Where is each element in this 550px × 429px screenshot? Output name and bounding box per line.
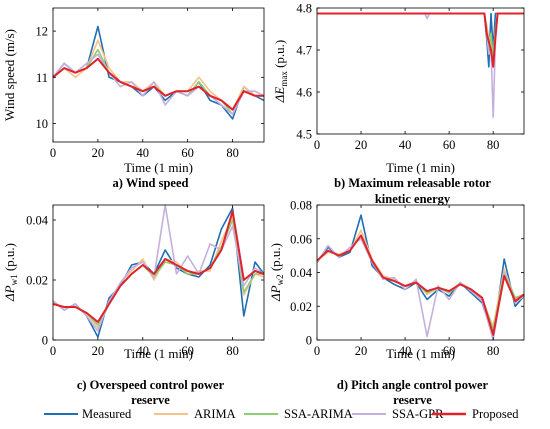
panel-caption: c) Overspeed control power — [77, 378, 225, 392]
x-tick-label: 0 — [314, 344, 320, 358]
y-axis-label: ΔPw1 (p.u.) — [2, 243, 19, 302]
series-line-proposed — [52, 210, 265, 323]
series-line-ssa-gpr — [316, 238, 525, 341]
panel-caption: b) Maximum releasable rotor — [334, 176, 491, 190]
panel-pitch-angle-reserve: 0 20 40 60 80 0 0.02 0.04 0.06 0.08 Time (1 min) ΔP… — [268, 199, 525, 407]
panel-caption: a) Wind speed — [113, 176, 189, 190]
y-tick-label: 0.06 — [290, 232, 312, 246]
panel-caption: reserve — [393, 393, 432, 407]
y-tick-label: 0 — [306, 334, 312, 348]
y-tick-label: 0 — [42, 334, 48, 348]
y-tick-label: 10 — [36, 117, 49, 131]
series-line-proposed — [52, 57, 264, 111]
y-axis-label: ΔPw2 (p.u.) — [268, 243, 285, 302]
legend-label-measured: Measured — [82, 407, 132, 421]
x-tick-label: 0 — [50, 344, 56, 358]
axes-frame — [52, 7, 265, 143]
series-line-measured — [52, 25, 265, 120]
x-tick-label: 40 — [399, 344, 412, 358]
x-tick-label: 60 — [181, 146, 194, 160]
series-line-proposed — [317, 12, 524, 68]
axes-frame — [316, 7, 525, 135]
x-tick-label: 20 — [92, 146, 105, 160]
x-tick-label: 0 — [314, 138, 320, 152]
x-tick-label: 20 — [92, 344, 105, 358]
series-line-ssa-gpr — [52, 53, 265, 116]
legend: Measured ARIMA SSA-ARIMA SSA-GPR Proposed — [44, 407, 519, 421]
x-axis-label: Time (1 min) — [386, 346, 455, 361]
x-tick-label: 20 — [355, 138, 368, 152]
y-tick-label: 12 — [36, 25, 49, 39]
axes-frame — [52, 204, 265, 341]
x-tick-label: 80 — [226, 146, 239, 160]
y-axis-label: Wind speed (m/s) — [2, 29, 17, 121]
series-line-ssa-arima — [52, 48, 264, 116]
series-line-measured — [316, 214, 525, 338]
y-tick-label: 0.02 — [26, 274, 48, 288]
series-line-ssa-gpr — [52, 204, 265, 332]
y-tick-label: 4.5 — [296, 128, 312, 142]
legend-label-ssa-arima: SSA-ARIMA — [284, 407, 353, 421]
x-tick-label: 60 — [181, 344, 194, 358]
x-tick-label: 40 — [399, 138, 412, 152]
panel-caption: d) Pitch angle control power — [337, 378, 489, 392]
x-tick-label: 80 — [487, 344, 500, 358]
x-tick-label: 60 — [443, 344, 456, 358]
series-line-arima — [52, 39, 264, 111]
x-tick-label: 40 — [137, 146, 150, 160]
y-axis-label: ΔEmax (p.u.) — [272, 40, 289, 104]
y-tick-label: 0.02 — [290, 300, 312, 314]
y-tick-label: 11 — [36, 71, 48, 85]
x-axis-label: Time (1 min) — [124, 346, 193, 361]
legend-label-arima: ARIMA — [194, 407, 236, 421]
x-tick-label: 20 — [355, 344, 368, 358]
x-axis-label: Time (1 min) — [386, 160, 455, 175]
x-tick-label: 0 — [50, 146, 56, 160]
y-tick-label: 4.6 — [296, 86, 312, 100]
legend-label-ssa-gpr: SSA-GPR — [392, 407, 444, 421]
x-axis-label: Time (1 min) — [124, 160, 193, 175]
y-tick-label: 0.08 — [290, 199, 312, 213]
x-tick-label: 40 — [137, 344, 150, 358]
x-tick-label: 80 — [226, 344, 239, 358]
series-line-arima — [316, 229, 525, 328]
y-tick-label: 0.04 — [290, 266, 313, 280]
x-tick-label: 60 — [443, 138, 456, 152]
y-tick-label: 4.8 — [296, 2, 312, 16]
panel-caption: reserve — [131, 393, 170, 407]
panel-caption: kinetic energy — [375, 192, 451, 206]
y-tick-label: 4.7 — [296, 44, 312, 58]
panel-wind-speed: 0 20 40 60 80 10 11 12 Time (1 min) Wind speed (m… — [2, 7, 265, 190]
x-tick-label: 80 — [487, 138, 500, 152]
panel-overspeed-reserve: 0 20 40 60 80 0 0.02 0.04 Time (1 min) ΔPw1 (p.u.… — [2, 204, 265, 407]
legend-label-proposed: Proposed — [472, 407, 519, 421]
y-tick-label: 0.04 — [26, 214, 49, 228]
panel-rotor-kinetic-energy: 0 20 40 60 80 4.5 4.6 4.7 4.8 Time (1 min) ΔEmax (… — [272, 2, 525, 206]
series-line-proposed — [316, 234, 525, 336]
axes-frame — [316, 204, 525, 341]
